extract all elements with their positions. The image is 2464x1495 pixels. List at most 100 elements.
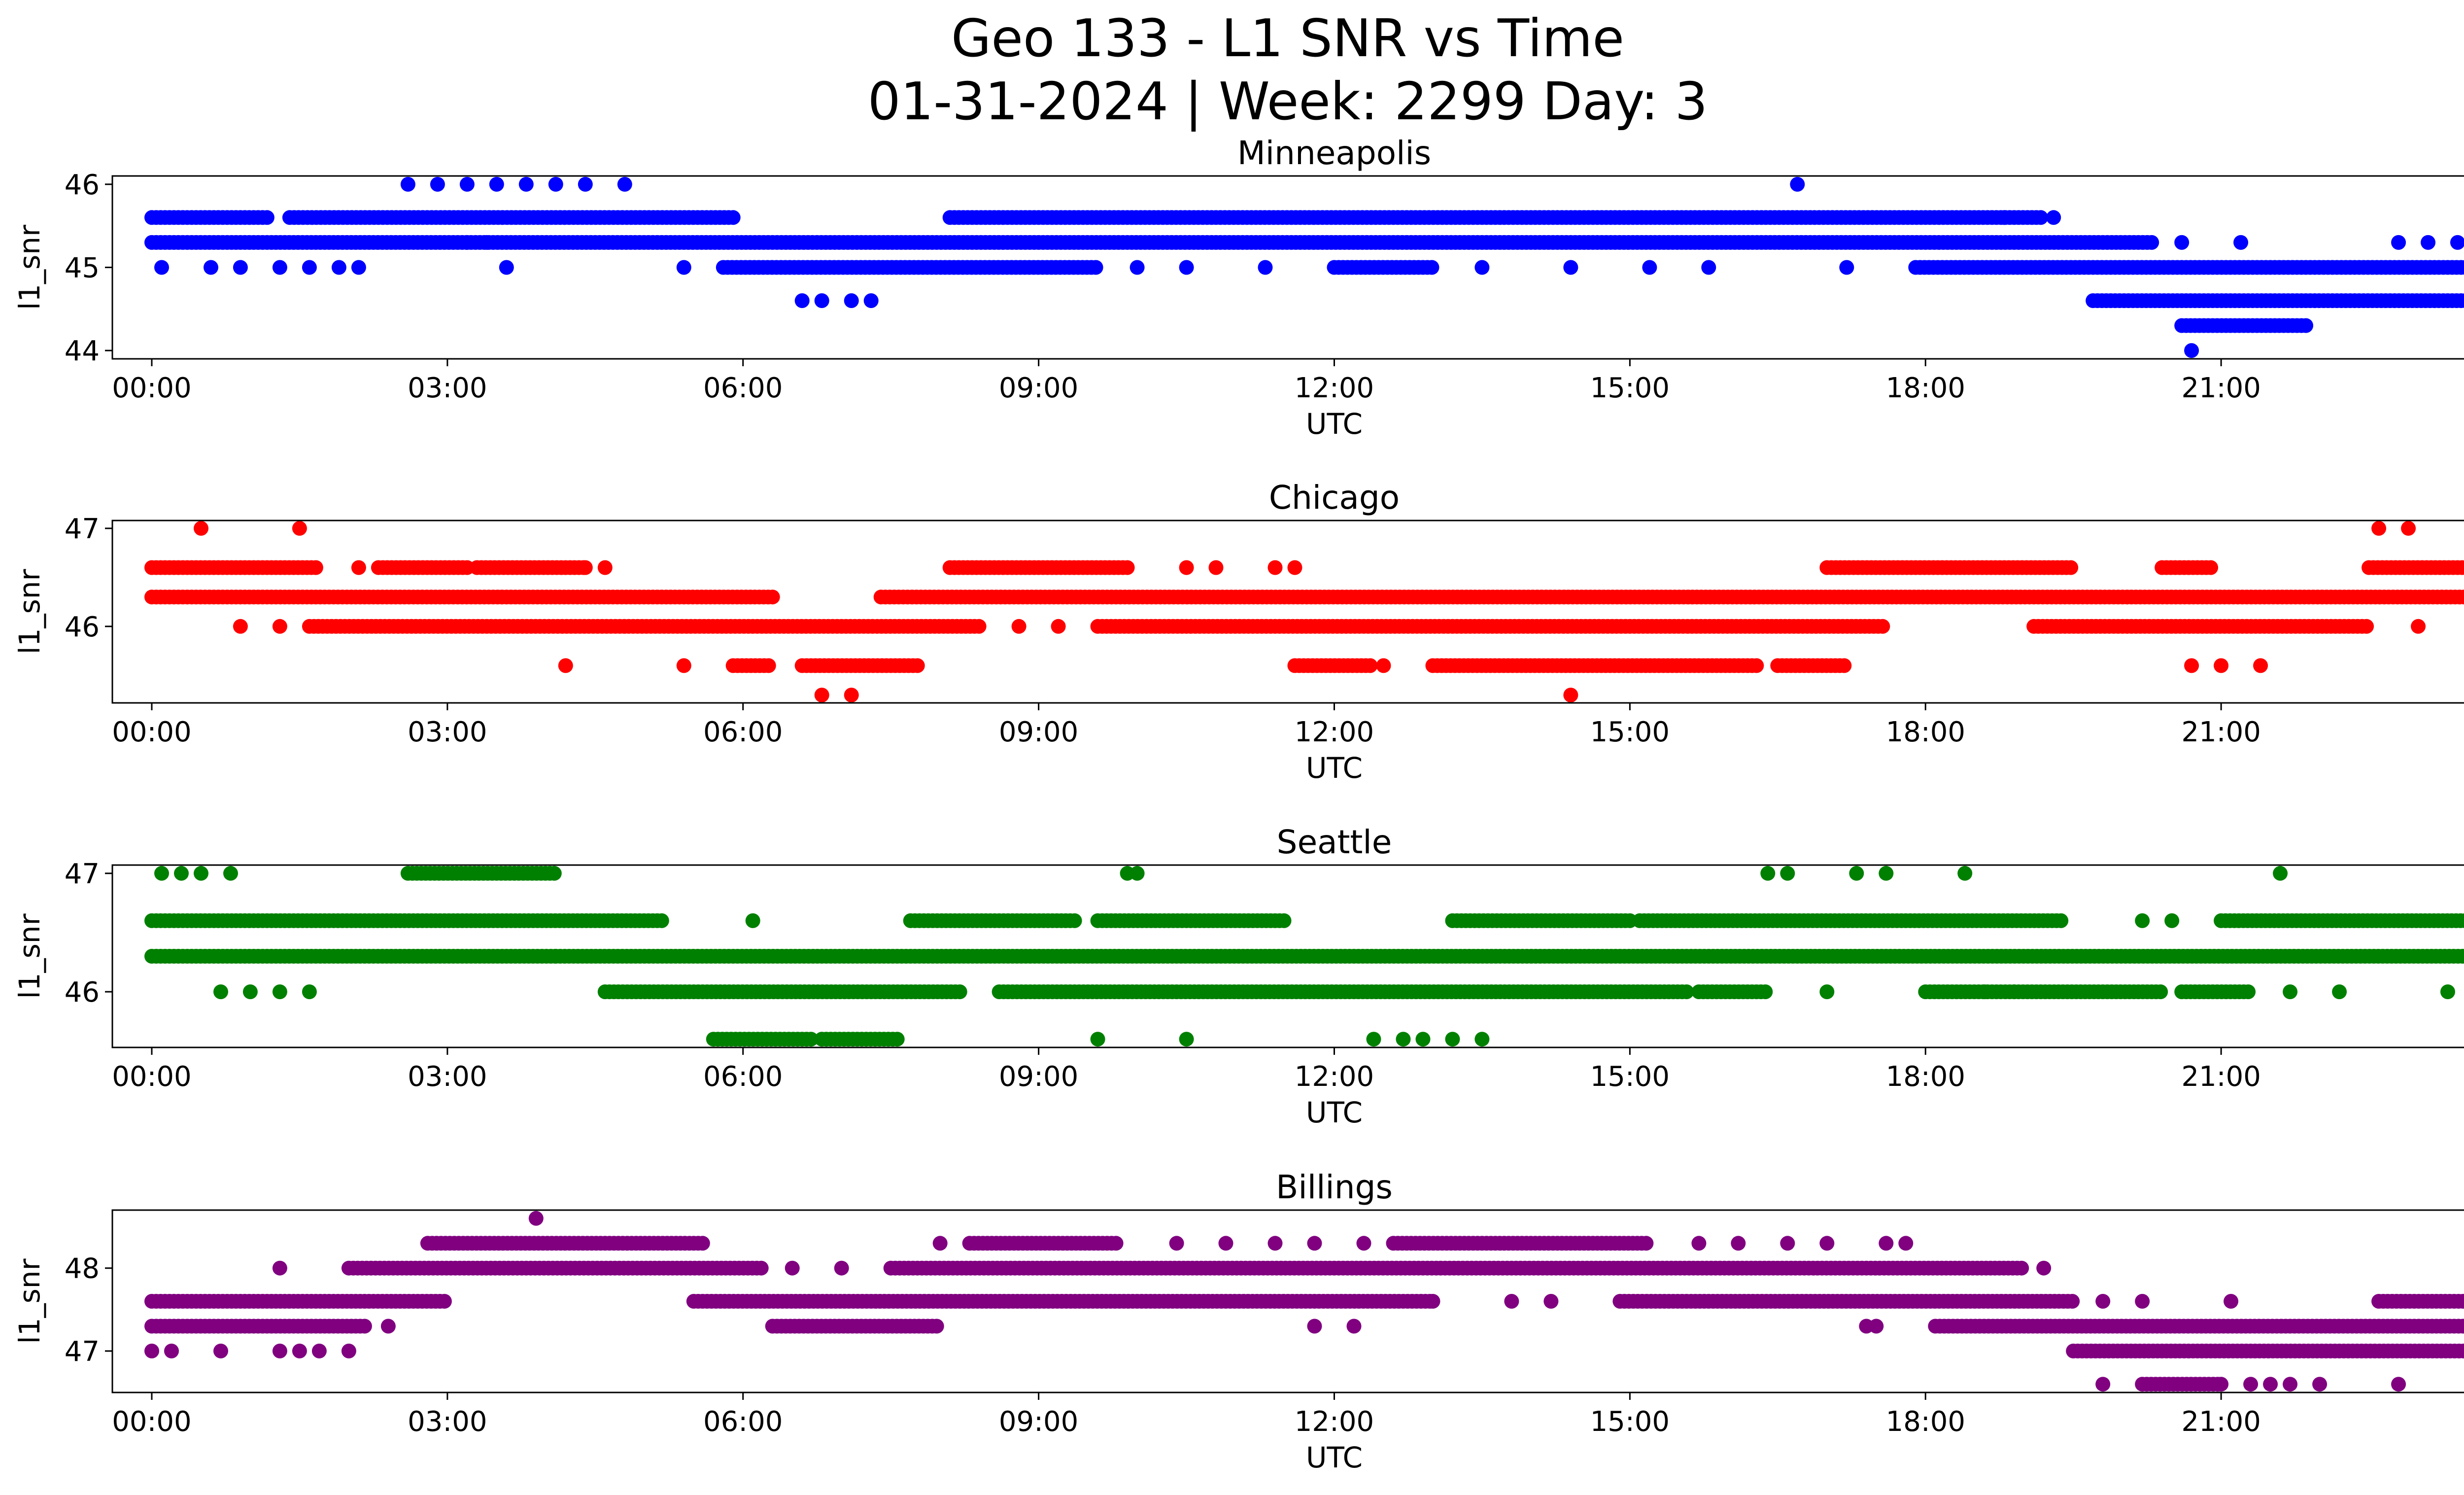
data-point bbox=[2033, 210, 2049, 225]
data-point bbox=[1997, 210, 2012, 225]
data-point bbox=[2298, 318, 2314, 333]
y-tick-label: 47 bbox=[65, 858, 100, 890]
panel-title: Billings bbox=[1276, 1168, 1393, 1206]
data-point bbox=[1108, 1236, 1124, 1251]
x-tick-label: 03:00 bbox=[408, 1061, 487, 1093]
data-point bbox=[308, 560, 323, 575]
data-point bbox=[578, 560, 593, 575]
data-point bbox=[479, 235, 494, 250]
data-point bbox=[154, 260, 169, 275]
x-tick-label: 06:00 bbox=[703, 1061, 783, 1093]
data-point bbox=[2007, 984, 2022, 1000]
data-point bbox=[695, 1236, 710, 1251]
data-point bbox=[844, 293, 859, 308]
data-point bbox=[1839, 260, 1854, 275]
data-point bbox=[2450, 235, 2464, 250]
data-point bbox=[2153, 984, 2168, 1000]
data-point bbox=[753, 1260, 769, 1276]
data-point bbox=[1749, 658, 1764, 673]
x-tick-label: 03:00 bbox=[408, 372, 487, 404]
x-tick-label: 15:00 bbox=[1590, 716, 1670, 748]
data-point bbox=[1120, 560, 1135, 575]
data-point bbox=[2253, 658, 2268, 673]
data-point bbox=[1445, 1032, 1460, 1047]
data-point bbox=[1977, 984, 1992, 1000]
data-point bbox=[1287, 560, 1302, 575]
y-tick-label: 46 bbox=[65, 611, 100, 643]
data-point bbox=[1179, 260, 1194, 275]
x-tick-label: 21:00 bbox=[2181, 716, 2260, 748]
y-axis-label: l1_snr bbox=[13, 225, 46, 310]
data-point bbox=[213, 984, 228, 1000]
data-point bbox=[2063, 560, 2079, 575]
data-point bbox=[1679, 984, 1694, 1000]
data-point bbox=[1179, 560, 1194, 575]
data-point bbox=[1129, 260, 1145, 275]
data-point bbox=[2359, 619, 2374, 634]
data-point bbox=[2144, 235, 2159, 250]
data-point bbox=[1819, 984, 1835, 1000]
data-point bbox=[400, 176, 415, 192]
data-point bbox=[863, 293, 879, 308]
x-axis-label: UTC bbox=[1306, 1096, 1363, 1129]
data-point bbox=[2460, 949, 2464, 963]
data-point bbox=[1563, 260, 1578, 275]
figure-title: Geo 133 - L1 SNR vs Time 01-31-2024 | We… bbox=[0, 7, 2464, 133]
data-point bbox=[1276, 913, 1292, 928]
data-point bbox=[459, 176, 475, 192]
data-point bbox=[548, 176, 563, 192]
x-tick-label: 12:00 bbox=[1295, 372, 1374, 404]
data-point bbox=[765, 590, 780, 605]
data-point bbox=[2053, 913, 2069, 928]
data-point bbox=[1179, 1032, 1194, 1047]
data-point bbox=[1780, 866, 1795, 881]
data-point bbox=[2135, 913, 2150, 928]
x-tick-label: 18:00 bbox=[1886, 372, 1965, 404]
data-point bbox=[1790, 176, 1805, 192]
data-point bbox=[2440, 984, 2455, 1000]
data-point bbox=[194, 866, 208, 881]
data-point bbox=[1701, 260, 1716, 275]
data-point bbox=[2461, 591, 2464, 603]
data-point bbox=[2203, 560, 2219, 575]
data-point bbox=[2164, 913, 2180, 928]
y-tick-label: 46 bbox=[65, 976, 100, 1008]
data-point bbox=[929, 1319, 944, 1334]
data-point bbox=[2411, 619, 2426, 634]
data-point bbox=[1090, 1032, 1105, 1047]
data-point bbox=[174, 866, 189, 881]
data-point bbox=[910, 658, 925, 673]
data-point bbox=[331, 260, 346, 275]
panel-title: Minneapolis bbox=[1237, 134, 1431, 172]
data-point bbox=[1067, 913, 1082, 928]
data-point bbox=[952, 984, 967, 1000]
x-tick-label: 00:00 bbox=[112, 716, 191, 748]
x-tick-label: 06:00 bbox=[703, 372, 783, 404]
data-point bbox=[1758, 984, 1773, 1000]
data-point bbox=[803, 1032, 819, 1047]
data-point bbox=[1642, 260, 1657, 275]
data-point bbox=[547, 866, 562, 881]
data-point bbox=[223, 866, 238, 881]
x-tick-label: 03:00 bbox=[408, 716, 487, 748]
data-point bbox=[1875, 619, 1890, 634]
data-point bbox=[890, 1032, 905, 1047]
y-tick-label: 46 bbox=[65, 169, 100, 201]
data-point bbox=[2283, 984, 2298, 1000]
data-point bbox=[357, 1319, 372, 1334]
x-tick-label: 18:00 bbox=[1886, 1061, 1965, 1093]
data-point bbox=[814, 293, 829, 308]
data-point bbox=[272, 619, 287, 634]
data-point bbox=[2184, 343, 2199, 358]
data-point bbox=[2184, 658, 2199, 673]
data-point bbox=[1396, 1032, 1411, 1047]
data-point bbox=[1474, 1032, 1490, 1047]
data-point bbox=[292, 521, 307, 536]
data-point bbox=[1376, 658, 1391, 673]
data-point bbox=[1957, 866, 1973, 881]
data-point bbox=[2371, 521, 2387, 536]
scatter-series bbox=[144, 866, 2464, 1047]
